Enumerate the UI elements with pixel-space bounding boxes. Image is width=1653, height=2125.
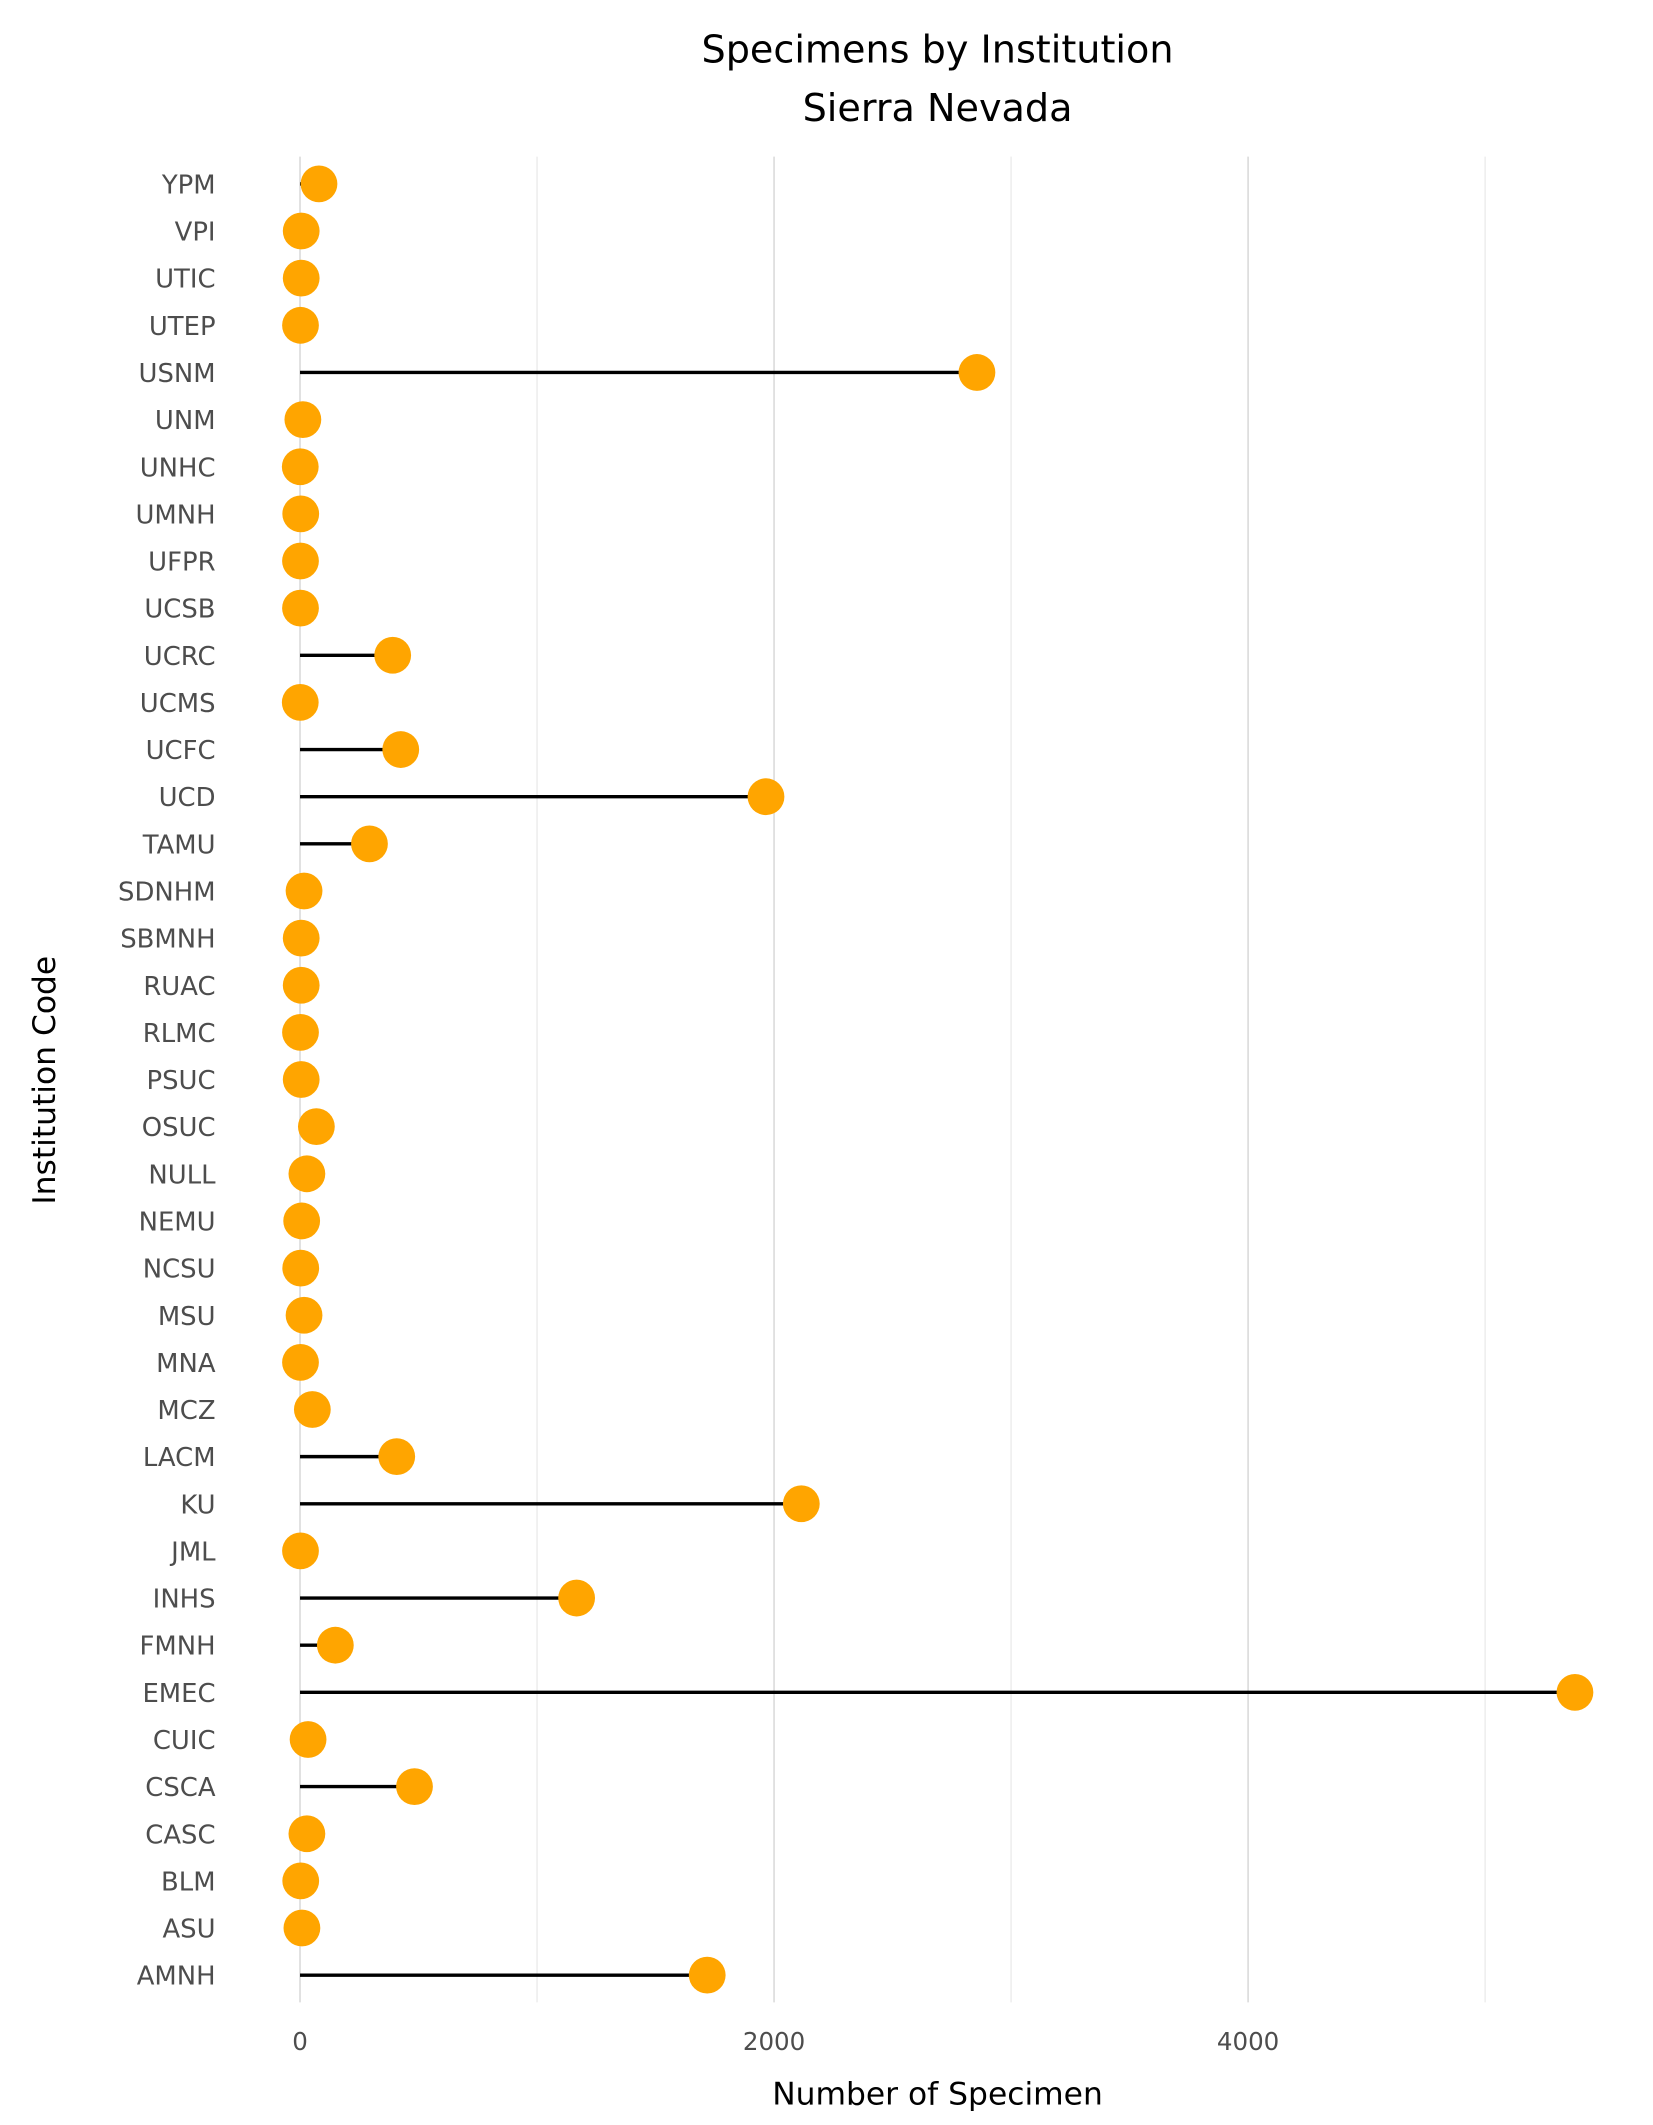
point-mcz (293, 1391, 331, 1428)
point-unm (284, 401, 322, 438)
y-tick-label: CUIC (153, 1726, 216, 1756)
point-unhc (281, 448, 319, 486)
x-tick-label: 4000 (1217, 2027, 1279, 2056)
point-fmnh (316, 1626, 354, 1664)
point-ruac (282, 966, 320, 1004)
point-ku (782, 1485, 820, 1523)
point-vpi (282, 212, 320, 250)
y-tick-label: UCMS (140, 689, 216, 719)
y-tick-label: PSUC (147, 1066, 216, 1096)
grid-lines (299, 156, 1486, 2003)
y-tick-label: KU (180, 1490, 215, 1520)
point-psuc (282, 1061, 320, 1098)
x-tick-labels: 0 2000 4000 (292, 2027, 1279, 2056)
y-tick-label: AMNH (137, 1962, 216, 1992)
point-blm (282, 1862, 320, 1900)
point-ucfc (382, 731, 420, 768)
point-lacm (378, 1438, 416, 1476)
points (281, 165, 1594, 1994)
y-axis-label: Institution Code (27, 956, 63, 1205)
y-tick-label: UCFC (146, 736, 216, 766)
y-tick-label: JML (169, 1537, 216, 1567)
point-usnm (958, 354, 996, 391)
y-tick-label: UNHC (140, 453, 216, 483)
point-emec (1556, 1673, 1594, 1711)
y-tick-label: YPM (161, 170, 216, 200)
y-tick-label: TAMU (142, 830, 216, 860)
point-mna (282, 1343, 319, 1381)
point-ypm (300, 165, 338, 203)
point-asu (283, 1909, 321, 1947)
point-ucms (281, 684, 319, 721)
point-csca (396, 1768, 433, 1805)
point-msu (285, 1296, 323, 1334)
point-jml (282, 1532, 319, 1570)
point-ucsb (282, 589, 319, 627)
y-tick-label: UCSB (144, 595, 215, 625)
y-tick-label: INHS (153, 1585, 216, 1615)
y-tick-label: UTIC (155, 265, 215, 295)
point-utic (282, 259, 320, 297)
y-tick-label: RLMC (143, 1019, 216, 1049)
point-amnh (688, 1956, 726, 1994)
point-nemu (283, 1202, 321, 1240)
point-ufpr (282, 542, 319, 580)
point-osuc (297, 1108, 335, 1146)
x-tick-label: 0 (292, 2027, 308, 2056)
y-tick-label: BLM (161, 1867, 216, 1897)
point-rlmc (282, 1013, 319, 1051)
point-ucd (747, 778, 785, 816)
y-tick-label: NEMU (139, 1207, 216, 1237)
y-tick-label: CSCA (145, 1773, 216, 1803)
chart-title: Specimens by Institution (702, 28, 1174, 72)
y-tick-label: CASC (145, 1820, 215, 1850)
point-cuic (289, 1721, 327, 1758)
point-null (288, 1155, 326, 1193)
chart-subtitle: Sierra Nevada (803, 86, 1073, 130)
point-umnh (282, 495, 320, 533)
y-tick-label: UFPR (148, 548, 215, 578)
y-tick-label: UMNH (135, 500, 215, 530)
point-ucrc (374, 636, 412, 674)
x-axis-label: Number of Specimen (772, 2077, 1103, 2113)
point-ncsu (282, 1249, 320, 1287)
y-tick-label: LACM (143, 1443, 216, 1473)
y-tick-label: MCZ (157, 1396, 215, 1426)
point-inhs (558, 1579, 596, 1617)
y-tick-label: USNM (139, 359, 216, 389)
y-tick-label: SDNHM (118, 878, 216, 908)
y-tick-label: UNM (155, 406, 216, 436)
y-tick-label: VPI (175, 218, 216, 248)
y-tick-label: NCSU (143, 1255, 216, 1285)
y-tick-label: MNA (156, 1349, 216, 1379)
y-tick-label: EMEC (142, 1679, 215, 1709)
y-tick-label: OSUC (142, 1113, 216, 1143)
x-tick-label: 2000 (743, 2027, 805, 2056)
y-tick-label: SBMNH (120, 925, 215, 955)
y-tick-labels: YPM VPI UTIC UTEP USNM UNM UNHC UMNH UFPR UCSB UCR… (118, 170, 216, 1991)
point-sdnhm (285, 872, 323, 910)
point-sbmnh (282, 919, 320, 957)
point-tamu (351, 825, 388, 863)
point-casc (288, 1815, 326, 1853)
y-tick-label: NULL (148, 1160, 216, 1190)
y-tick-label: FMNH (140, 1632, 216, 1662)
y-tick-label: UCD (159, 783, 216, 813)
y-tick-label: UCRC (144, 642, 216, 672)
y-tick-label: RUAC (143, 972, 215, 1002)
y-tick-label: ASU (162, 1915, 215, 1945)
segments (300, 182, 1575, 1977)
point-utep (282, 306, 319, 344)
y-tick-label: UTEP (149, 312, 216, 342)
y-tick-label: MSU (158, 1302, 216, 1332)
